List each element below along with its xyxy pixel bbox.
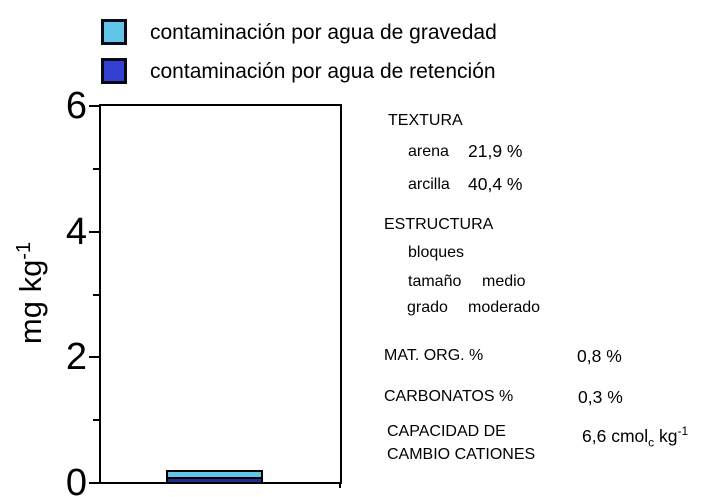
cec-value: 6,6 cmolc kg-1 (582, 424, 688, 449)
carbonates-value: 0,3 % (578, 387, 623, 407)
structure-grade-value: moderado (468, 299, 541, 316)
structure-size-label: tamaño (408, 273, 462, 290)
structure-blocks-label: bloques (408, 244, 465, 261)
x-axis-right-tick (339, 482, 341, 488)
y-tick-label: 0 (65, 462, 87, 497)
structure-size-value: medio (482, 273, 526, 290)
structure-title: ESTRUCTURA (384, 216, 494, 233)
cec-value-number: 6,6 cmol (582, 425, 649, 446)
texture-sand-label: arena (408, 143, 449, 160)
y-axis-title-exponent: -1 (12, 241, 35, 260)
cec-label-line2: CAMBIO CATIONES (387, 446, 536, 463)
y-axis-title: mg kg-1 (13, 242, 49, 344)
legend-swatch-gravedad (101, 19, 127, 45)
y-axis-major-tick (89, 105, 99, 107)
y-axis-major-tick (89, 356, 99, 359)
texture-title: TEXTURA (388, 112, 463, 129)
cec-label-line1: CAPACIDAD DE (387, 423, 506, 440)
texture-clay-label: arcilla (408, 176, 450, 193)
legend-swatch-retencion (101, 58, 127, 84)
cec-value-unit: kg (654, 425, 678, 446)
y-axis-title-text: mg kg (13, 259, 49, 345)
carbonates-label: CARBONATOS % (384, 388, 514, 405)
y-axis-major-tick (89, 482, 99, 484)
cec-value-subscript: c (648, 435, 655, 450)
texture-sand-value: 21,9 % (468, 141, 523, 161)
cec-value-exponent: -1 (677, 424, 689, 438)
legend-label-retencion: contaminación por agua de retención (150, 60, 496, 83)
y-axis-major-tick (89, 230, 99, 233)
structure-grade-label: grado (407, 299, 448, 316)
plot-area (99, 104, 342, 484)
organic-matter-value: 0,8 % (577, 346, 622, 366)
legend-label-gravedad: contaminación por agua de gravedad (150, 21, 497, 44)
organic-matter-label: MAT. ORG. % (384, 347, 484, 364)
texture-clay-value: 40,4 % (468, 174, 523, 194)
y-tick-label: 6 (65, 85, 87, 127)
